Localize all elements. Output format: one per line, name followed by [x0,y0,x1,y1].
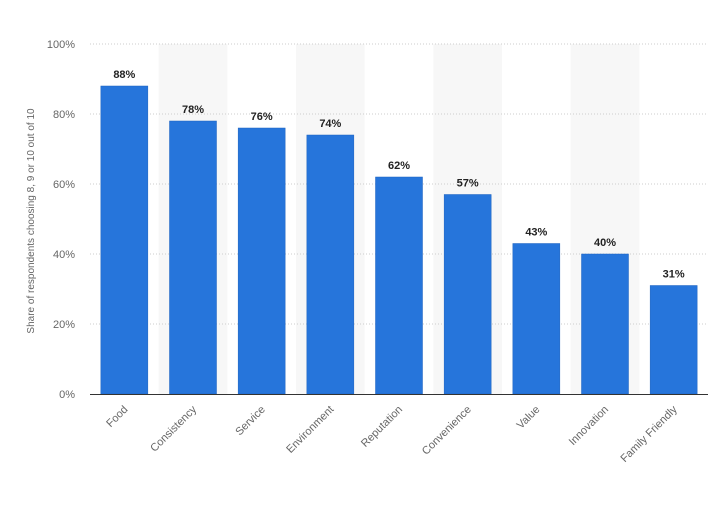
data-label: 74% [319,118,341,130]
data-label: 43% [525,227,547,239]
data-label: 57% [457,178,479,190]
y-axis-title: Share of respondents choosing 8, 9 or 10… [26,108,37,334]
bar-reputation [375,176,423,395]
data-label: 76% [251,111,273,123]
y-axis-ticks: 0% 20% 40% 60% 80% 100% [47,39,75,401]
data-labels: 88% 78% 76% 74% 62% 57% 43% 40% 31% [113,69,685,281]
bar-convenience [443,194,492,395]
x-tick-label: Consistency [148,403,199,454]
x-tick-label: Reputation [359,404,405,450]
bar-innovation [581,253,629,395]
x-tick-label: Service [233,404,267,438]
bars [100,85,698,395]
x-tick-label: Value [515,404,543,432]
x-tick-label: Family Friendly [619,403,681,465]
category-labels: Food Consistency Service Environment Reputat… [104,403,680,465]
x-tick-label: Convenience [420,404,474,458]
bar-value [512,243,561,395]
data-label: 88% [113,69,135,81]
bar-family-friendly [649,285,698,395]
bar-food [100,85,149,395]
y-tick-label: 20% [53,319,75,331]
x-tick-label: Food [104,404,130,430]
y-tick-label: 100% [47,39,75,51]
y-tick-label: 40% [53,249,75,261]
y-tick-label: 80% [53,109,75,121]
data-label: 62% [388,160,410,172]
data-label: 40% [594,237,616,249]
y-tick-label: 60% [53,179,75,191]
bar-environment [306,134,355,395]
bar-service [237,127,286,395]
y-tick-label: 0% [59,389,75,401]
x-tick-label: Innovation [567,404,611,448]
data-label: 31% [663,269,685,281]
bar-consistency [169,120,217,395]
data-label: 78% [182,104,204,116]
x-tick-label: Environment [284,404,336,456]
